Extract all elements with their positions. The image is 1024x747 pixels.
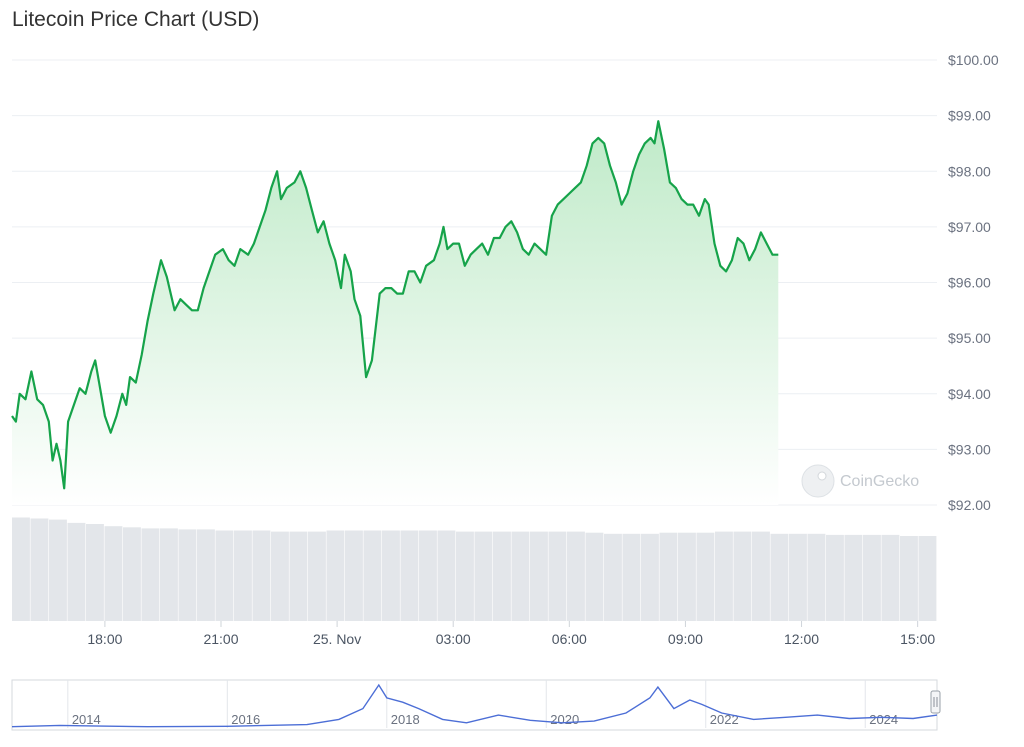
price-area-fill bbox=[12, 121, 779, 505]
volume-bar bbox=[770, 533, 789, 621]
x-tick-label: 06:00 bbox=[552, 631, 587, 647]
navigator-handle[interactable] bbox=[930, 690, 941, 714]
navigator-frame bbox=[11, 679, 938, 731]
volume-bar bbox=[585, 532, 604, 621]
coingecko-logo-icon bbox=[801, 464, 835, 498]
volume-bar bbox=[30, 518, 49, 621]
volume-bar bbox=[752, 531, 770, 621]
volume-bar bbox=[789, 533, 807, 621]
navigator-year-label: 2014 bbox=[72, 712, 101, 727]
volume-bar bbox=[918, 536, 937, 621]
volume-bar bbox=[715, 531, 733, 621]
chart-title: Litecoin Price Chart (USD) bbox=[12, 8, 260, 31]
x-tick-label: 21:00 bbox=[203, 631, 238, 647]
navigator-ticks: 2014 2016 2018 2020 2022 2024 bbox=[67, 680, 898, 728]
volume-bar bbox=[530, 531, 548, 621]
volume-bar bbox=[104, 526, 123, 621]
price-area bbox=[12, 121, 779, 505]
volume-bar bbox=[123, 527, 141, 621]
volume-bar bbox=[659, 532, 678, 621]
x-tick-label: 09:00 bbox=[668, 631, 703, 647]
volume-bar bbox=[234, 530, 252, 621]
navigator-year-label: 2024 bbox=[869, 712, 898, 727]
volume-bar bbox=[215, 530, 234, 621]
volume-bar bbox=[289, 531, 308, 621]
y-tick-label: $93.00 bbox=[948, 441, 991, 457]
price-line[interactable] bbox=[11, 120, 779, 490]
volume-bar bbox=[419, 530, 437, 621]
x-tick-label: 03:00 bbox=[436, 631, 471, 647]
volume-bar bbox=[511, 531, 530, 621]
x-axis-ticks: 18:00 21:00 25. Nov 03:00 06:00 09:00 12:00 15:… bbox=[87, 621, 935, 647]
volume-bar bbox=[604, 533, 622, 621]
volume-bar bbox=[308, 531, 326, 621]
volume-bar bbox=[900, 536, 918, 621]
y-tick-label: $97.00 bbox=[948, 219, 991, 235]
y-tick-label: $99.00 bbox=[948, 108, 991, 124]
y-tick-label: $98.00 bbox=[948, 163, 991, 179]
volume-bar bbox=[678, 532, 696, 621]
watermark-text: CoinGecko bbox=[840, 473, 919, 490]
volume-bar bbox=[141, 528, 160, 621]
x-tick-label: 12:00 bbox=[784, 631, 819, 647]
x-tick-label: 18:00 bbox=[87, 631, 122, 647]
volume-bar bbox=[363, 530, 382, 621]
navigator-year-label: 2022 bbox=[710, 712, 739, 727]
volume-bar bbox=[807, 533, 826, 621]
y-tick-label: $94.00 bbox=[948, 386, 991, 402]
volume-bar bbox=[641, 533, 659, 621]
watermark: CoinGecko bbox=[801, 464, 919, 498]
volume-bar bbox=[863, 534, 881, 621]
navigator[interactable]: 2014 2016 2018 2020 2022 2024 bbox=[11, 679, 941, 731]
volume-bar bbox=[400, 530, 419, 621]
volume-bar bbox=[696, 532, 715, 621]
volume-bar bbox=[881, 534, 900, 621]
navigator-series-line bbox=[11, 683, 938, 728]
navigator-year-label: 2016 bbox=[231, 712, 260, 727]
volume-bar bbox=[86, 524, 104, 621]
volume-bar bbox=[826, 534, 844, 621]
volume-bar bbox=[567, 531, 585, 621]
volume-bar bbox=[252, 530, 271, 621]
volume-bar bbox=[493, 531, 511, 621]
volume-bar bbox=[197, 529, 215, 621]
navigator-year-label: 2018 bbox=[391, 712, 420, 727]
volume-bar bbox=[12, 517, 30, 621]
volume-bar bbox=[437, 530, 456, 621]
navigator-line bbox=[11, 683, 938, 728]
volume-bar bbox=[271, 531, 289, 621]
volume-bar bbox=[326, 530, 345, 621]
volume-bar bbox=[733, 531, 752, 621]
volume-bar bbox=[382, 530, 400, 621]
y-tick-label: $100.00 bbox=[948, 52, 999, 68]
y-tick-label: $96.00 bbox=[948, 275, 991, 291]
volume-bar bbox=[622, 533, 641, 621]
x-tick-label: 25. Nov bbox=[313, 631, 361, 647]
coingecko-logo-eye bbox=[817, 471, 827, 481]
y-tick-label: $95.00 bbox=[948, 330, 991, 346]
y-axis-ticks: $92.00 $93.00 $94.00 $95.00 $96.00 $97.00 $98.… bbox=[948, 52, 999, 513]
x-tick-label: 15:00 bbox=[900, 631, 935, 647]
volume-bar bbox=[548, 531, 567, 621]
volume-bar bbox=[160, 528, 178, 621]
volume-bar bbox=[474, 531, 493, 621]
navigator-year-label: 2020 bbox=[550, 712, 579, 727]
volume-bar bbox=[178, 529, 197, 621]
volume-bar bbox=[67, 522, 86, 621]
volume-bar bbox=[345, 530, 363, 621]
volume-bars bbox=[12, 517, 937, 621]
volume-bar bbox=[844, 534, 863, 621]
y-tick-label: $92.00 bbox=[948, 497, 991, 513]
volume-bar bbox=[456, 531, 474, 621]
volume-bar bbox=[49, 519, 67, 621]
price-series-line[interactable] bbox=[11, 120, 779, 490]
